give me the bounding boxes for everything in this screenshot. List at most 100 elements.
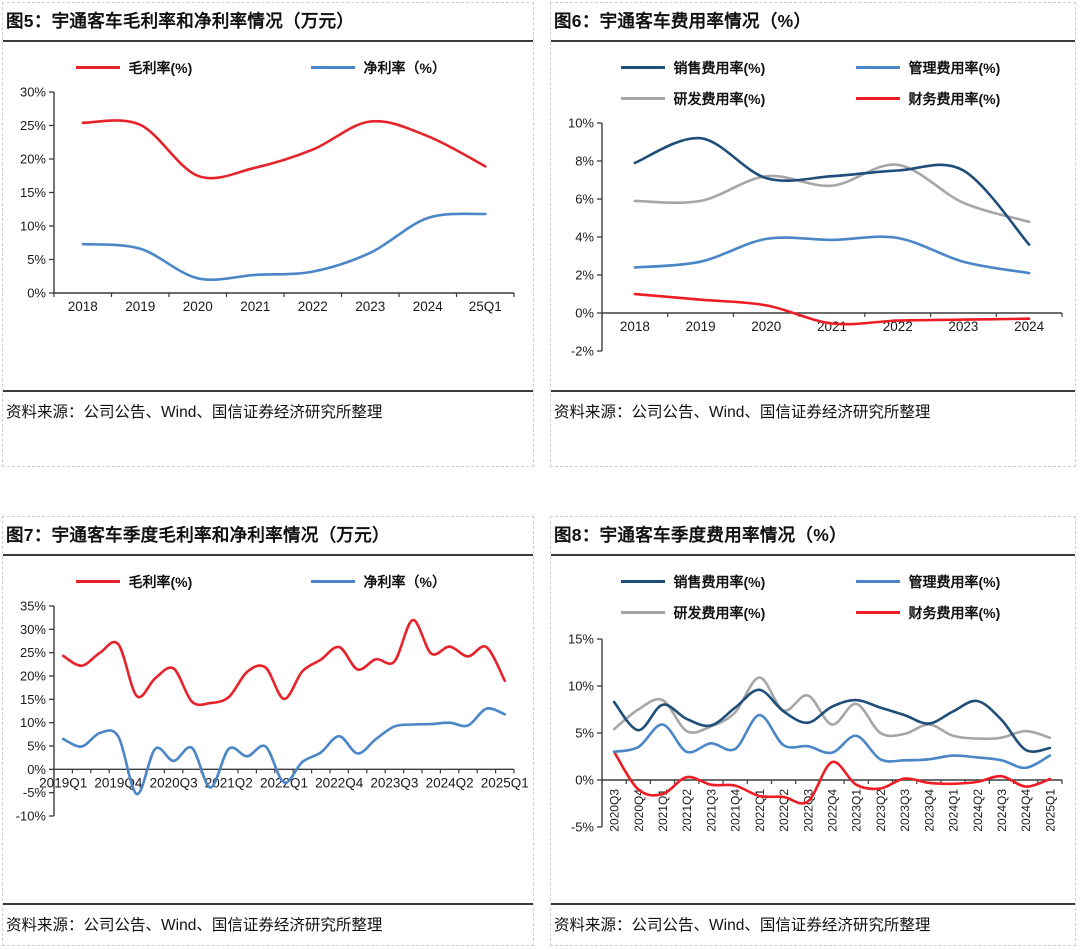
source-note-fig7: 资料来源：公司公告、Wind、国信证券经济研究所整理 xyxy=(3,903,533,943)
x-tick-label: 2021Q1 xyxy=(656,789,670,832)
source-note-fig8: 资料来源：公司公告、Wind、国信证券经济研究所整理 xyxy=(551,903,1075,943)
series-line-财务费用率(%) xyxy=(633,292,1031,326)
legend-item: 销售费用率(%) xyxy=(620,572,771,592)
series-line-净利率（%） xyxy=(81,212,487,281)
y-tick-label: -2% xyxy=(571,343,595,358)
x-tick-label: 2021Q4 xyxy=(729,789,743,832)
y-tick-label: 20% xyxy=(20,151,46,166)
panel-fig7: 图7：宇通客车季度毛利率和净利率情况（万元） 毛利率(%) 净利率（%） -10%… xyxy=(2,516,534,946)
legend-item: 研发费用率(%) xyxy=(620,89,771,109)
x-tick-label: 2023Q2 xyxy=(874,789,888,832)
series-line-销售费用率(%) xyxy=(633,136,1031,246)
legend-line-swatch xyxy=(310,66,355,70)
plot-area-fig8: -5% 0% 5% 10% 15% 2020Q3 2020Q4 2021Q1 2021Q2 202… xyxy=(551,625,1075,881)
series-line-毛利率(%) xyxy=(81,118,487,180)
y-tick-label: 4% xyxy=(575,229,594,244)
x-tick-label: 2018 xyxy=(68,299,98,314)
series-line-毛利率(%) xyxy=(61,618,507,707)
x-tick-label: 2024 xyxy=(1014,319,1045,334)
legend-line-swatch xyxy=(75,580,120,584)
legend-item: 净利率（%） xyxy=(310,58,461,78)
x-tick-label: 2024Q3 xyxy=(995,789,1009,832)
series-line-净利率（%） xyxy=(61,706,507,796)
x-tick-label: 2018 xyxy=(620,319,650,334)
legend-line-swatch xyxy=(620,611,665,615)
x-tick-label: 2022Q4 xyxy=(826,789,840,832)
y-tick-label: 5% xyxy=(27,252,46,267)
line-chart-fig7: -10% -5% 0% 5% 10% 15% 20% 25% 30% 35% 2019Q1 2019Q… xyxy=(16,600,528,824)
x-tick-label: 2024Q4 xyxy=(1019,789,1033,832)
legend-label: 财务费用率(%) xyxy=(908,604,1001,621)
legend-item: 毛利率(%) xyxy=(75,572,226,592)
x-tick-label: 2025Q1 xyxy=(481,775,528,790)
y-tick-label: 5% xyxy=(27,738,46,753)
x-tick-label: 2019Q4 xyxy=(94,775,143,790)
legend-label: 销售费用率(%) xyxy=(673,573,766,590)
y-tick-label: 35% xyxy=(20,600,46,614)
legend-item: 净利率（%） xyxy=(310,572,461,592)
panel-fig5: 图5：宇通客车毛利率和净利率情况（万元） 毛利率(%) 净利率（%） 0% 5% 10… xyxy=(2,2,534,467)
legend-fig6: 销售费用率(%) 管理费用率(%) 研发费用率(%) 财务费用率(%) xyxy=(551,42,1075,111)
x-tick-label: 2019 xyxy=(686,319,716,334)
legend-label: 净利率（%） xyxy=(363,59,446,76)
legend-label: 管理费用率(%) xyxy=(908,59,1001,76)
legend-line-swatch xyxy=(855,611,900,615)
y-tick-label: 20% xyxy=(20,668,46,683)
source-note-fig6: 资料来源：公司公告、Wind、国信证券经济研究所整理 xyxy=(551,390,1075,430)
legend-fig8: 销售费用率(%) 管理费用率(%) 研发费用率(%) 财务费用率(%) xyxy=(551,556,1075,625)
x-tick-label: 2023 xyxy=(355,299,385,314)
x-tick-label: 2019 xyxy=(125,299,155,314)
y-tick-label: 10% xyxy=(20,218,46,233)
legend-item: 研发费用率(%) xyxy=(620,603,771,623)
y-tick-label: -5% xyxy=(23,785,47,800)
y-tick-label: 15% xyxy=(568,631,594,646)
y-tick-label: 15% xyxy=(20,692,46,707)
y-tick-label: 0% xyxy=(575,305,594,320)
x-tick-label: 2020 xyxy=(751,319,781,334)
x-tick-label: 2020Q3 xyxy=(150,775,198,790)
legend-line-swatch xyxy=(620,66,665,70)
legend-line-swatch xyxy=(855,580,900,584)
y-tick-label: 0% xyxy=(575,772,594,787)
panel-title-fig6: 图6：宇通客车费用率情况（%） xyxy=(551,3,1075,42)
plot-area-fig5: 0% 5% 10% 15% 20% 25% 30% 2018 2019 2020 2021 2022 2… xyxy=(3,80,533,331)
x-tick-label: 2021 xyxy=(240,299,270,314)
legend-label: 财务费用率(%) xyxy=(908,90,1001,107)
legend-item: 财务费用率(%) xyxy=(855,89,1006,109)
y-tick-label: 25% xyxy=(20,645,46,660)
x-tick-label: 2022Q2 xyxy=(777,789,791,832)
legend-line-swatch xyxy=(75,66,120,70)
series-line-研发费用率(%) xyxy=(612,676,1052,741)
x-tick-label: 2024Q2 xyxy=(426,775,474,790)
line-chart-fig8: -5% 0% 5% 10% 15% 2020Q3 2020Q4 2021Q1 2021Q2 202… xyxy=(568,631,1063,834)
x-tick-label: 2022 xyxy=(298,299,328,314)
legend-item: 销售费用率(%) xyxy=(620,58,771,78)
y-tick-label: 0% xyxy=(27,762,46,777)
y-tick-label: 10% xyxy=(568,678,594,693)
legend-item: 管理费用率(%) xyxy=(855,58,1006,78)
x-tick-label: 2023Q1 xyxy=(850,789,864,832)
y-tick-label: -5% xyxy=(571,819,595,834)
x-tick-label: 2021Q2 xyxy=(680,789,694,832)
x-tick-label: 2020Q4 xyxy=(632,789,646,832)
legend-label: 销售费用率(%) xyxy=(673,59,766,76)
series-line-财务费用率(%) xyxy=(612,750,1052,805)
x-tick-label: 2022Q1 xyxy=(753,789,767,832)
x-tick-label: 2020Q3 xyxy=(608,789,622,832)
y-tick-label: 15% xyxy=(20,185,46,200)
x-tick-label: 2020 xyxy=(183,299,213,314)
panel-fig6: 图6：宇通客车费用率情况（%） 销售费用率(%) 管理费用率(%) 研发费用率(%)… xyxy=(550,2,1076,467)
x-tick-label: 2022Q3 xyxy=(801,789,815,832)
x-tick-label: 2024 xyxy=(413,299,444,314)
x-tick-label: 2021Q3 xyxy=(704,789,718,832)
legend-label: 研发费用率(%) xyxy=(673,604,766,621)
series-line-管理费用率(%) xyxy=(612,713,1052,769)
x-tick-label: 2022 xyxy=(883,319,913,334)
legend-line-swatch xyxy=(855,66,900,70)
series-line-管理费用率(%) xyxy=(633,235,1031,275)
y-tick-label: 10% xyxy=(20,715,46,730)
y-tick-label: 8% xyxy=(575,153,594,168)
legend-line-swatch xyxy=(620,580,665,584)
line-chart-fig6: -2%0%2%4%6%8%10%2018 2019 2020 2021 2022 2023… xyxy=(568,117,1063,358)
line-chart-fig5: 0% 5% 10% 15% 20% 25% 30% 2018 2019 2020 2021 2022 2… xyxy=(20,86,515,314)
